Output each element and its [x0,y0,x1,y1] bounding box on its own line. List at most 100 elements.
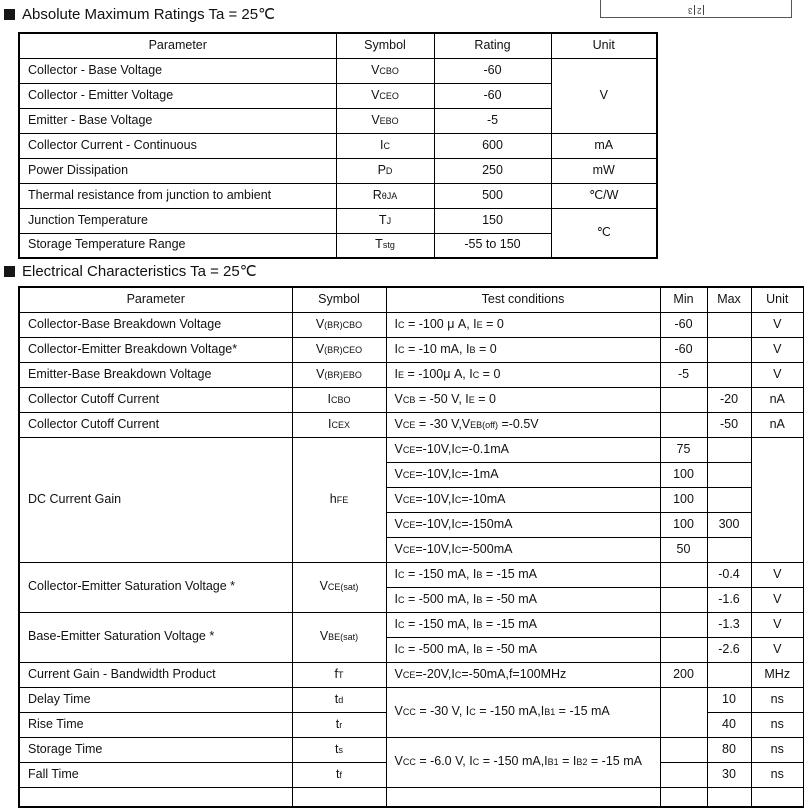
parameter-cell: Thermal resistance from junction to ambi… [18,182,337,209]
table-row: Base-Emitter Saturation Voltage * VBE(sa… [18,611,804,663]
col-header-max: Max [706,286,752,313]
table-row: Fall Time tf 30 ns [18,761,804,788]
unit-cell [750,786,804,807]
test-conditions-cell: IC = -150 mA, IB = -15 mA [385,561,661,588]
table-row: Thermal resistance from junction to ambi… [18,182,658,209]
rating-cell: 600 [433,132,552,159]
unit-cell: nA [750,386,804,413]
unit-cell: V [750,611,804,638]
table-row: Collector-Emitter Saturation Voltage * V… [18,561,804,613]
min-cell [659,611,708,638]
max-cell [706,361,752,388]
table-row: Storage Time ts VCC = -6.0 V, IC = -150 … [18,736,804,788]
test-conditions-cell: IC = -150 mA, IB = -15 mA [385,611,661,638]
table-row: Power Dissipation PD 250 mW [18,157,658,184]
test-conditions-cell: IE = -100μ A, IC = 0 [385,361,661,388]
min-cell: -60 [659,336,708,363]
max-cell: 30 [706,761,752,788]
symbol-cell: TJ [335,207,435,234]
max-cell: -2.6 [706,636,752,663]
unit-cell: ns [750,686,804,713]
unit-cell: ℃ [550,207,658,259]
parameter-cell: Storage Time [18,736,293,763]
min-cell: 50 [659,536,708,563]
parameter-cell: Base-Emitter Saturation Voltage * [18,611,293,663]
test-conditions-cell: VCC = -6.0 V, IC = -150 mA,IB1 = IB2 = -… [385,736,661,788]
table-row: DC Current Gain hFE VCE=-10V,IC=-0.1mA 7… [18,436,804,563]
col-header-unit: Unit [750,286,804,313]
max-cell [706,661,752,688]
test-conditions-cell: IC = -10 mA, IB = 0 [385,336,661,363]
test-conditions-cell: VCC = -30 V, IC = -150 mA,IB1 = -15 mA [385,686,661,738]
parameter-cell: Collector Cutoff Current [18,411,293,438]
table-row: Delay Time td VCC = -30 V, IC = -150 mA,… [18,686,804,738]
test-conditions-cell: VCE=-10V,IC=-150mA [385,511,661,538]
table-row: VCE=-10V,IC=-10mA 100 [19,486,804,513]
table-row: VCE=-10V,IC=-500mA 50 [19,536,804,563]
test-conditions-cell: VCE=-20V,IC=-50mA,f=100MHz [385,661,661,688]
min-cell [659,761,708,788]
min-cell [659,786,708,807]
symbol-cell: IC [335,132,435,159]
max-cell: -0.4 [706,561,752,588]
min-cell: 100 [659,461,708,488]
parameter-cell: Storage Temperature Range [18,232,337,259]
min-cell: 200 [659,661,708,688]
symbol-cell: Tstg [335,232,435,259]
rating-cell: 250 [433,157,552,184]
max-cell [706,486,752,513]
symbol-cell: VCE(sat) [291,561,387,613]
symbol-cell: ICBO [291,386,387,413]
col-header-unit: Unit [550,32,658,59]
package-drawing-fragment: 3 2 [600,0,792,18]
parameter-cell: Collector-Base Breakdown Voltage [18,311,293,338]
unit-cell: V [750,636,804,663]
table-row: Collector Cutoff Current ICEX VCE = -30 … [18,411,804,438]
test-conditions-cell: IC = -500 mA, IB = -50 mA [385,636,661,663]
pin-label: 3 [687,6,692,15]
table-row: Current Gain - Bandwidth Product fT VCE=… [18,661,804,688]
symbol-cell: hFE [291,436,387,563]
section-heading-electrical-characteristics: Electrical Characteristics Ta = 25℃ [4,262,257,280]
min-cell [659,636,708,663]
test-conditions-cell: VCE=-10V,IC=-0.1mA [385,436,661,463]
min-cell: 100 [659,486,708,513]
symbol-cell: VCBO [335,57,435,84]
test-conditions-cell: VCE = -30 V,VEB(off) =-0.5V [385,411,661,438]
rating-cell: -60 [433,57,552,84]
parameter-cell: Junction Temperature [18,207,337,234]
heading-text: Absolute Maximum Ratings Ta = 25℃ [22,6,275,23]
table-row: Emitter-Base Breakdown Voltage V(BR)EBO … [18,361,804,388]
table-row: Collector-Base Breakdown Voltage V(BR)CB… [18,311,804,338]
symbol-cell [291,786,387,807]
divider [694,5,695,15]
table-row: Collector Cutoff Current ICBO VCB = -50 … [18,386,804,413]
col-header-min: Min [659,286,708,313]
unit-cell: V [750,311,804,338]
test-conditions-cell: VCE=-10V,IC=-500mA [385,536,661,563]
parameter-cell: Collector-Emitter Saturation Voltage * [18,561,293,613]
test-conditions-cell: VCE=-10V,IC=-1mA [385,461,661,488]
unit-cell: V [750,361,804,388]
parameter-cell: Collector Current - Continuous [18,132,337,159]
symbol-cell: PD [335,157,435,184]
symbol-cell: VEBO [335,107,435,134]
unit-cell: V [550,57,658,134]
test-conditions-cell: IC = -500 mA, IB = -50 mA [385,586,661,613]
table-row: Storage Temperature Range Tstg -55 to 15… [18,232,657,259]
parameter-cell: Collector-Emitter Breakdown Voltage* [18,336,293,363]
parameter-cell: Collector - Base Voltage [18,57,337,84]
unit-cell: ns [750,711,804,738]
rating-cell: 150 [433,207,552,234]
symbol-cell: V(BR)CEO [291,336,387,363]
test-conditions-cell: VCE=-10V,IC=-10mA [385,486,661,513]
symbol-cell: td [291,686,387,713]
rating-cell: -55 to 150 [433,232,552,259]
symbol-cell: RθJA [335,182,435,209]
max-cell: -50 [706,411,752,438]
col-header-rating: Rating [433,32,552,59]
max-cell [706,786,752,807]
symbol-cell: fT [291,661,387,688]
max-cell: 300 [706,511,752,538]
max-cell [706,336,752,363]
